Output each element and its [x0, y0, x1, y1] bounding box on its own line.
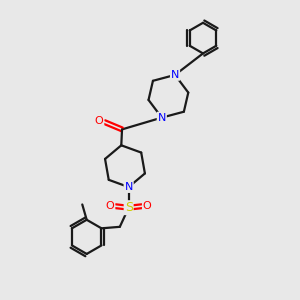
Text: N: N — [171, 70, 179, 80]
Text: O: O — [143, 201, 152, 211]
Text: N: N — [158, 112, 166, 123]
Text: O: O — [95, 116, 103, 126]
Text: N: N — [124, 182, 133, 192]
Text: S: S — [125, 201, 133, 214]
Text: O: O — [106, 201, 115, 211]
